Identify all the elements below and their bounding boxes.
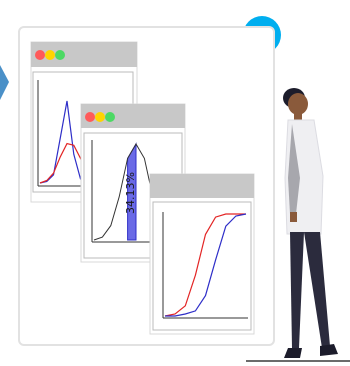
window-minimize-icon (45, 50, 55, 60)
window-minimize-icon (95, 112, 105, 122)
person-leg-left (290, 232, 304, 348)
chart-window-3 (149, 173, 255, 335)
person-head (288, 93, 308, 115)
person-arm (288, 124, 300, 214)
person-neck (294, 112, 302, 120)
person-shoe-left (284, 348, 302, 358)
window-maximize-icon (55, 50, 65, 60)
person-leg-right (304, 232, 330, 348)
window-maximize-icon (105, 112, 115, 122)
chart-window-2 (80, 103, 186, 263)
person-hand (290, 212, 297, 222)
red-cdf-line (164, 213, 246, 317)
window-close-icon (85, 112, 95, 122)
person-figure (283, 88, 338, 358)
chart-panel (152, 201, 252, 331)
person-shoe-right (320, 344, 338, 356)
blue-cdf-line (165, 213, 247, 317)
left-arrow-icon (0, 65, 9, 100)
percent-label: 34.13% (124, 172, 137, 214)
window-close-icon (35, 50, 45, 60)
window-titlebar (150, 174, 254, 198)
